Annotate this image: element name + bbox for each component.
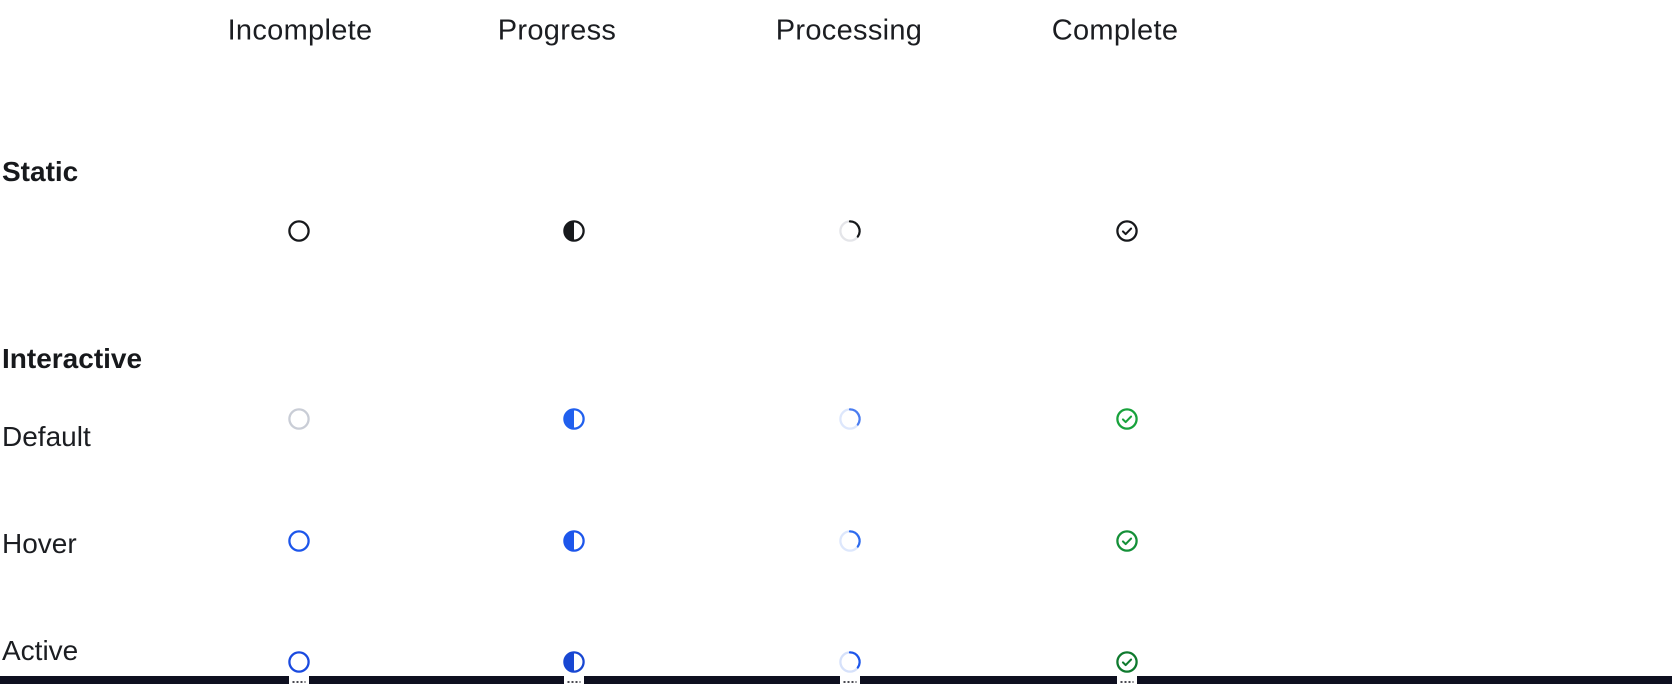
cutoff-content-speck <box>843 681 857 683</box>
row-label-default: Default <box>2 421 91 452</box>
section-label-interactive: Interactive <box>2 343 143 374</box>
static-progress-half-circle-icon <box>562 219 586 243</box>
column-header-processing: Processing <box>775 14 923 47</box>
hover-progress-half-circle-icon[interactable] <box>562 529 586 553</box>
row-label-hover: Hover <box>2 528 77 559</box>
section-label-static: Static <box>2 156 79 187</box>
cutoff-content-speck <box>292 681 306 683</box>
default-processing-spinner-icon[interactable] <box>838 407 862 431</box>
static-incomplete-circle-icon <box>287 219 311 243</box>
active-processing-spinner-icon[interactable] <box>838 650 862 674</box>
column-header-incomplete: Incomplete <box>227 14 373 47</box>
cutoff-content-speck <box>1120 681 1134 683</box>
static-complete-check-icon <box>1115 219 1139 243</box>
bottom-bar-notch <box>1117 676 1137 684</box>
default-incomplete-circle-icon[interactable] <box>287 407 311 431</box>
row-label-active: Active <box>2 635 79 666</box>
hover-processing-spinner-icon[interactable] <box>838 529 862 553</box>
hover-incomplete-circle-icon[interactable] <box>287 529 311 553</box>
default-complete-check-icon[interactable] <box>1115 407 1139 431</box>
bottom-bar-notch <box>840 676 860 684</box>
column-header-progress: Progress <box>497 14 617 47</box>
bottom-bar <box>0 676 1672 684</box>
bottom-bar-notch <box>564 676 584 684</box>
default-progress-half-circle-icon[interactable] <box>562 407 586 431</box>
active-complete-check-icon[interactable] <box>1115 650 1139 674</box>
active-incomplete-circle-icon[interactable] <box>287 650 311 674</box>
column-header-complete: Complete <box>1051 14 1179 47</box>
static-processing-spinner-icon <box>838 219 862 243</box>
hover-complete-check-icon[interactable] <box>1115 529 1139 553</box>
active-progress-half-circle-icon[interactable] <box>562 650 586 674</box>
cutoff-content-speck <box>567 681 581 683</box>
bottom-bar-notch <box>289 676 309 684</box>
